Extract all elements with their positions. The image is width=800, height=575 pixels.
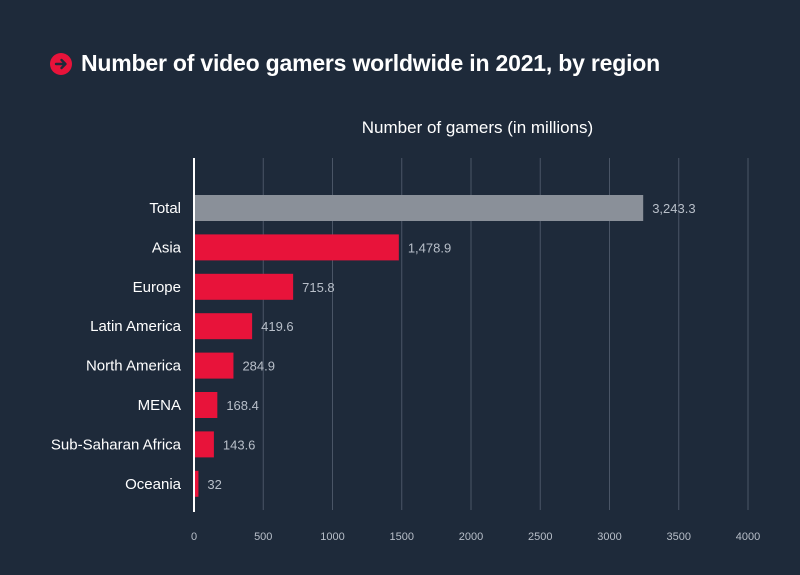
x-tick-label: 4000	[736, 531, 760, 543]
category-label: Total	[149, 200, 181, 217]
data-label: 3,243.3	[652, 201, 695, 216]
category-label: Latin America	[90, 318, 182, 335]
title-row: Number of video gamers worldwide in 2021…	[50, 50, 660, 77]
data-label: 715.8	[302, 280, 335, 295]
bar	[194, 392, 218, 418]
category-label: North America	[86, 358, 182, 375]
category-label: Asia	[152, 239, 182, 256]
x-tick-label: 2500	[528, 531, 552, 543]
data-label: 419.6	[261, 319, 294, 334]
x-tick-label: 0	[191, 531, 197, 543]
x-tick-label: 1000	[320, 531, 344, 543]
bar	[194, 273, 294, 300]
x-tick-label: 3500	[667, 531, 691, 543]
data-label: 1,478.9	[408, 240, 451, 255]
bar	[194, 313, 253, 340]
x-tick-label: 1500	[390, 531, 414, 543]
category-label: Sub-Saharan Africa	[51, 436, 182, 453]
bar	[194, 195, 644, 221]
bar	[194, 234, 399, 261]
arrow-right-circle-icon	[50, 52, 72, 75]
x-tick-label: 500	[254, 531, 272, 543]
x-tick-label: 3000	[597, 531, 621, 543]
bar	[194, 431, 214, 458]
category-label: MENA	[138, 397, 181, 414]
data-label: 284.9	[242, 359, 275, 374]
x-axis-title: Number of gamers (in millions)	[361, 118, 594, 137]
category-label: Oceania	[125, 476, 182, 493]
bar	[194, 352, 234, 379]
chart-title: Number of video gamers worldwide in 2021…	[81, 50, 660, 76]
x-tick-label: 2000	[459, 531, 483, 543]
category-label: Europe	[133, 279, 181, 296]
data-label: 168.4	[226, 398, 259, 413]
data-label: 143.6	[223, 437, 256, 452]
data-label: 32	[207, 477, 221, 492]
bar	[194, 470, 199, 497]
